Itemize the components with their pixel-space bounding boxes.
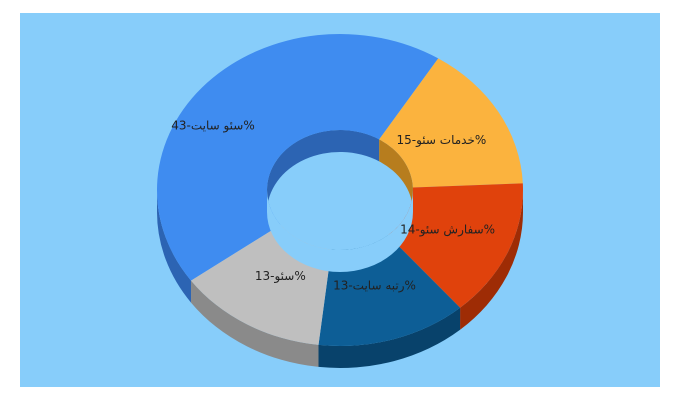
slice-0[interactable] <box>157 34 439 281</box>
slice-2[interactable] <box>387 183 523 308</box>
slice-sides <box>157 190 524 368</box>
slice-label-1: خدمات سئو-15% <box>396 133 486 148</box>
slice-label-0: سئو سایت-43% <box>171 118 255 133</box>
slice-1[interactable] <box>379 58 523 188</box>
slice-tops <box>157 34 523 347</box>
slice-side-2 <box>460 190 524 330</box>
slice-labels: سئو سایت-43% خدمات سئو-15% سفارش سئو-14% رت… <box>171 118 495 293</box>
slice-label-3: رتبه سایت-13% <box>333 278 416 293</box>
slice-inner-wall-1 <box>379 139 413 210</box>
slice-label-4: سئو-13% <box>255 269 306 284</box>
slice-label-2: سفارش سئو-14% <box>400 223 495 238</box>
slice-side-4 <box>191 280 319 367</box>
slice-side-0 <box>157 190 192 303</box>
slice-inner-wall-0 <box>267 130 380 212</box>
hole-fill <box>267 190 413 272</box>
slice-side-3 <box>318 307 461 368</box>
